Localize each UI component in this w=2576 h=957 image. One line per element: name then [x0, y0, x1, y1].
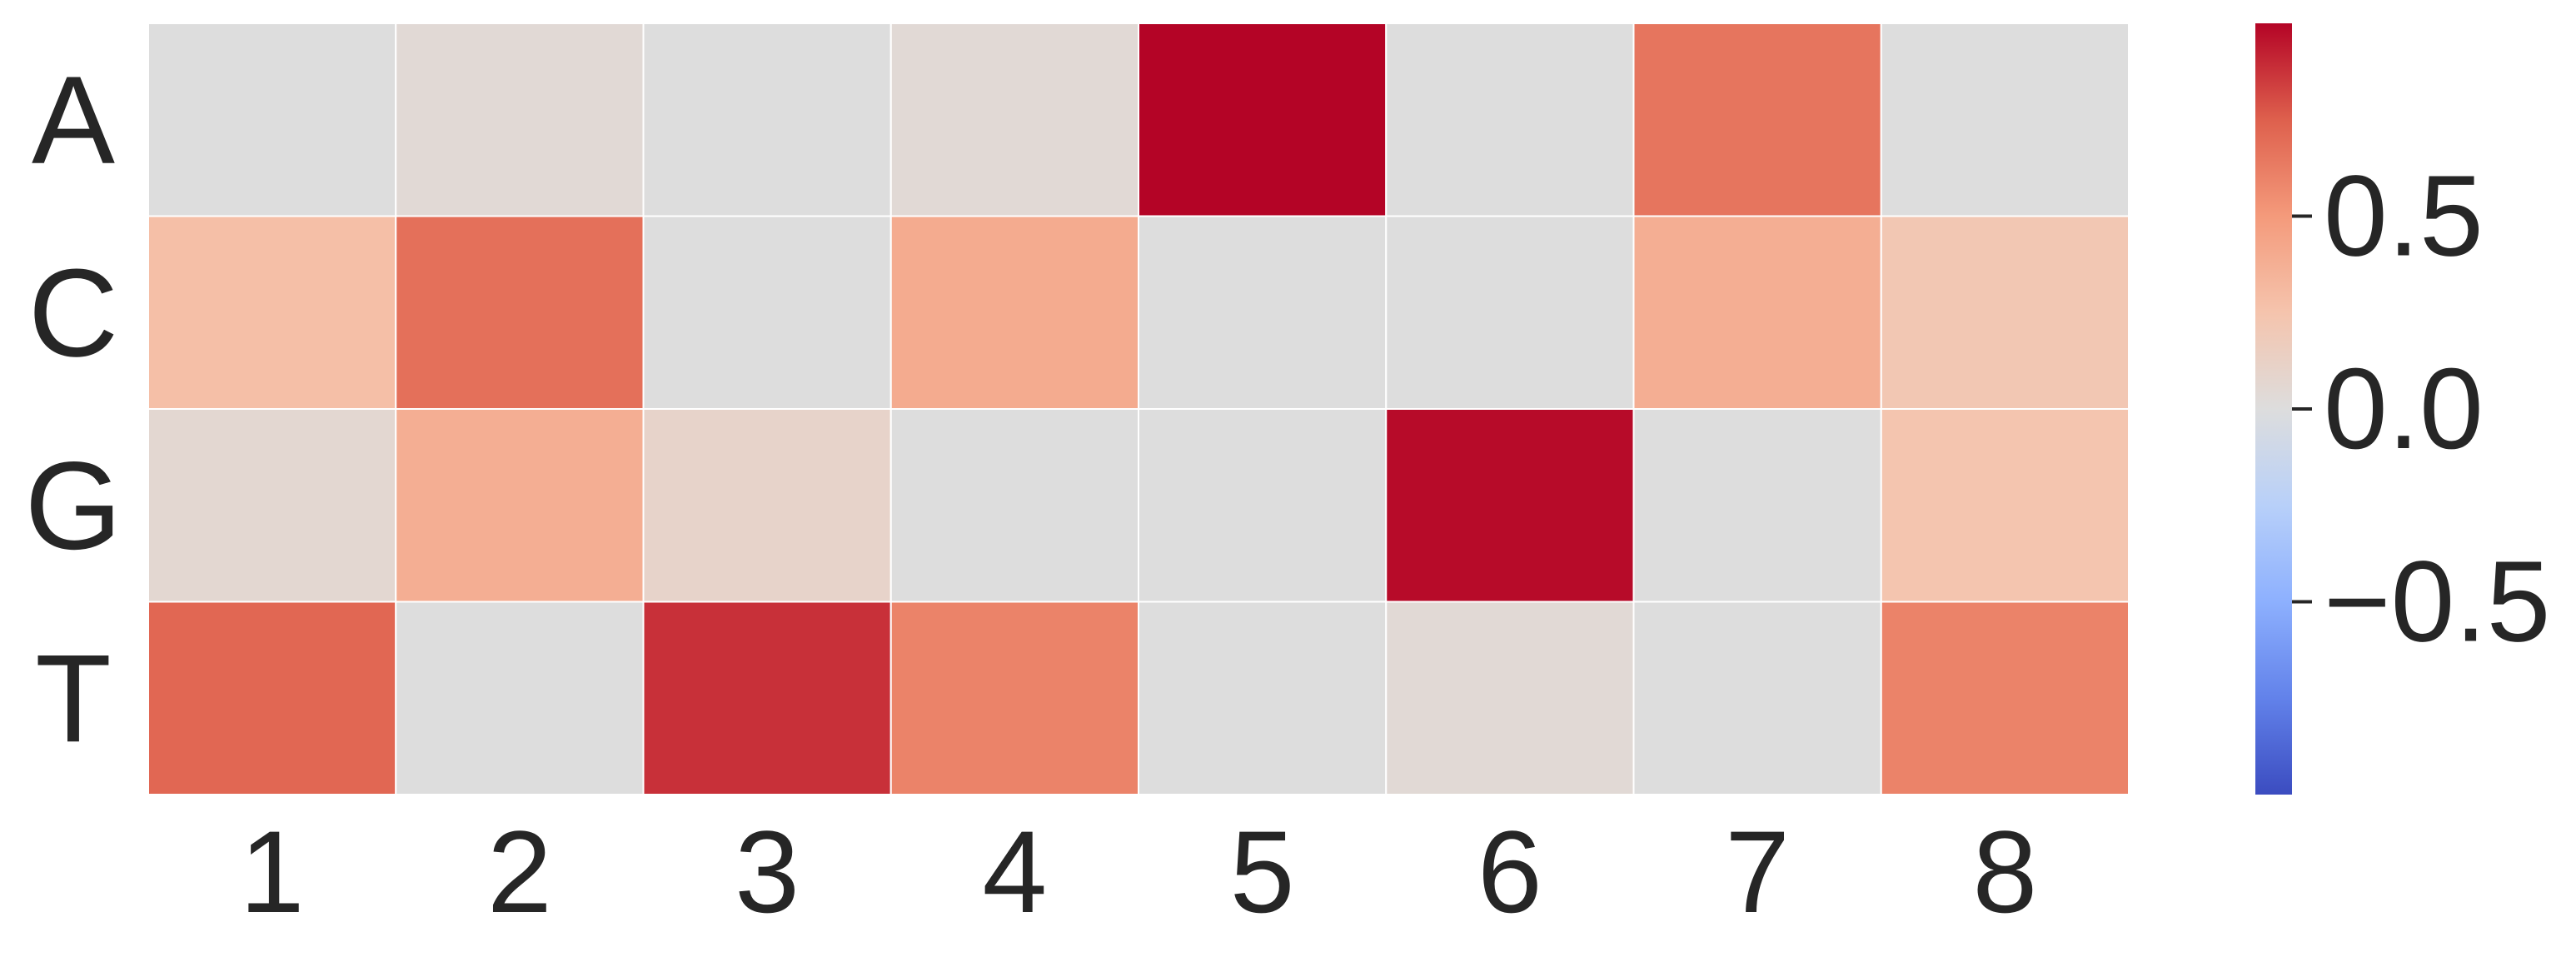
heatmap-cell-A-4	[889, 22, 1139, 217]
heatmap-cell-A-2	[395, 22, 645, 217]
heatmap-cell-A-6	[1385, 22, 1635, 217]
colorbar-tick-label: −0.5	[2324, 538, 2550, 666]
heatmap-cell-C-1	[147, 215, 397, 410]
heatmap-cell-G-8	[1880, 408, 2130, 603]
row-label-C: C	[28, 242, 118, 382]
column-label-5: 5	[1230, 806, 1295, 937]
heatmap-cell-T-5	[1138, 601, 1388, 795]
heatmap-cell-A-8	[1880, 22, 2130, 217]
heatmap-cell-C-2	[395, 215, 645, 410]
column-label-6: 6	[1477, 806, 1542, 937]
heatmap-cell-A-1	[147, 22, 397, 217]
colorbar: 0.5 0.0 −0.5	[2255, 23, 2550, 795]
heatmap-cell-T-8	[1880, 601, 2130, 795]
heatmap-cell-G-4	[889, 408, 1139, 603]
row-label-T: T	[35, 628, 112, 768]
row-label-A: A	[32, 50, 115, 190]
heatmap-cell-A-7	[1632, 22, 1882, 217]
heatmap-cell-T-1	[147, 601, 397, 795]
column-label-8: 8	[1972, 806, 2037, 937]
colorbar-tick-label: 0.5	[2324, 152, 2484, 281]
column-label-4: 4	[982, 806, 1047, 937]
heatmap-cell-C-5	[1138, 215, 1388, 410]
heatmap-cell-T-4	[889, 601, 1139, 795]
column-label-3: 3	[735, 806, 800, 937]
heatmap-cell-T-7	[1632, 601, 1882, 795]
heatmap-cell-C-3	[642, 215, 892, 410]
heatmap-cell-G-1	[147, 408, 397, 603]
heatmap-cell-A-5	[1138, 22, 1388, 217]
heatmap-cell-G-3	[642, 408, 892, 603]
heatmap-cell-G-7	[1632, 408, 1882, 603]
colorbar-ticks: 0.5 0.0 −0.5	[2292, 152, 2550, 666]
heatmap-cell-T-6	[1385, 601, 1635, 795]
column-labels: 1 2 3 4 5 6 7 8	[240, 806, 2038, 937]
row-label-G: G	[25, 436, 122, 576]
heatmap-cell-C-6	[1385, 215, 1635, 410]
heatmap-cell-C-4	[889, 215, 1139, 410]
heatmap-cell-G-2	[395, 408, 645, 603]
column-label-7: 7	[1725, 806, 1790, 937]
heatmap-cell-C-7	[1632, 215, 1882, 410]
heatmap-cell-A-3	[642, 22, 892, 217]
heatmap-cell-T-3	[642, 601, 892, 795]
colorbar-gradient	[2255, 23, 2292, 795]
heatmap-cell-T-2	[395, 601, 645, 795]
colorbar-tick-label: 0.0	[2324, 345, 2484, 473]
column-label-2: 2	[487, 806, 552, 937]
heatmap-cell-C-8	[1880, 215, 2130, 410]
heatmap-cells	[147, 22, 2130, 795]
heatmap-cell-G-6	[1385, 408, 1635, 603]
heatmap-cell-G-5	[1138, 408, 1388, 603]
column-label-1: 1	[240, 806, 305, 937]
